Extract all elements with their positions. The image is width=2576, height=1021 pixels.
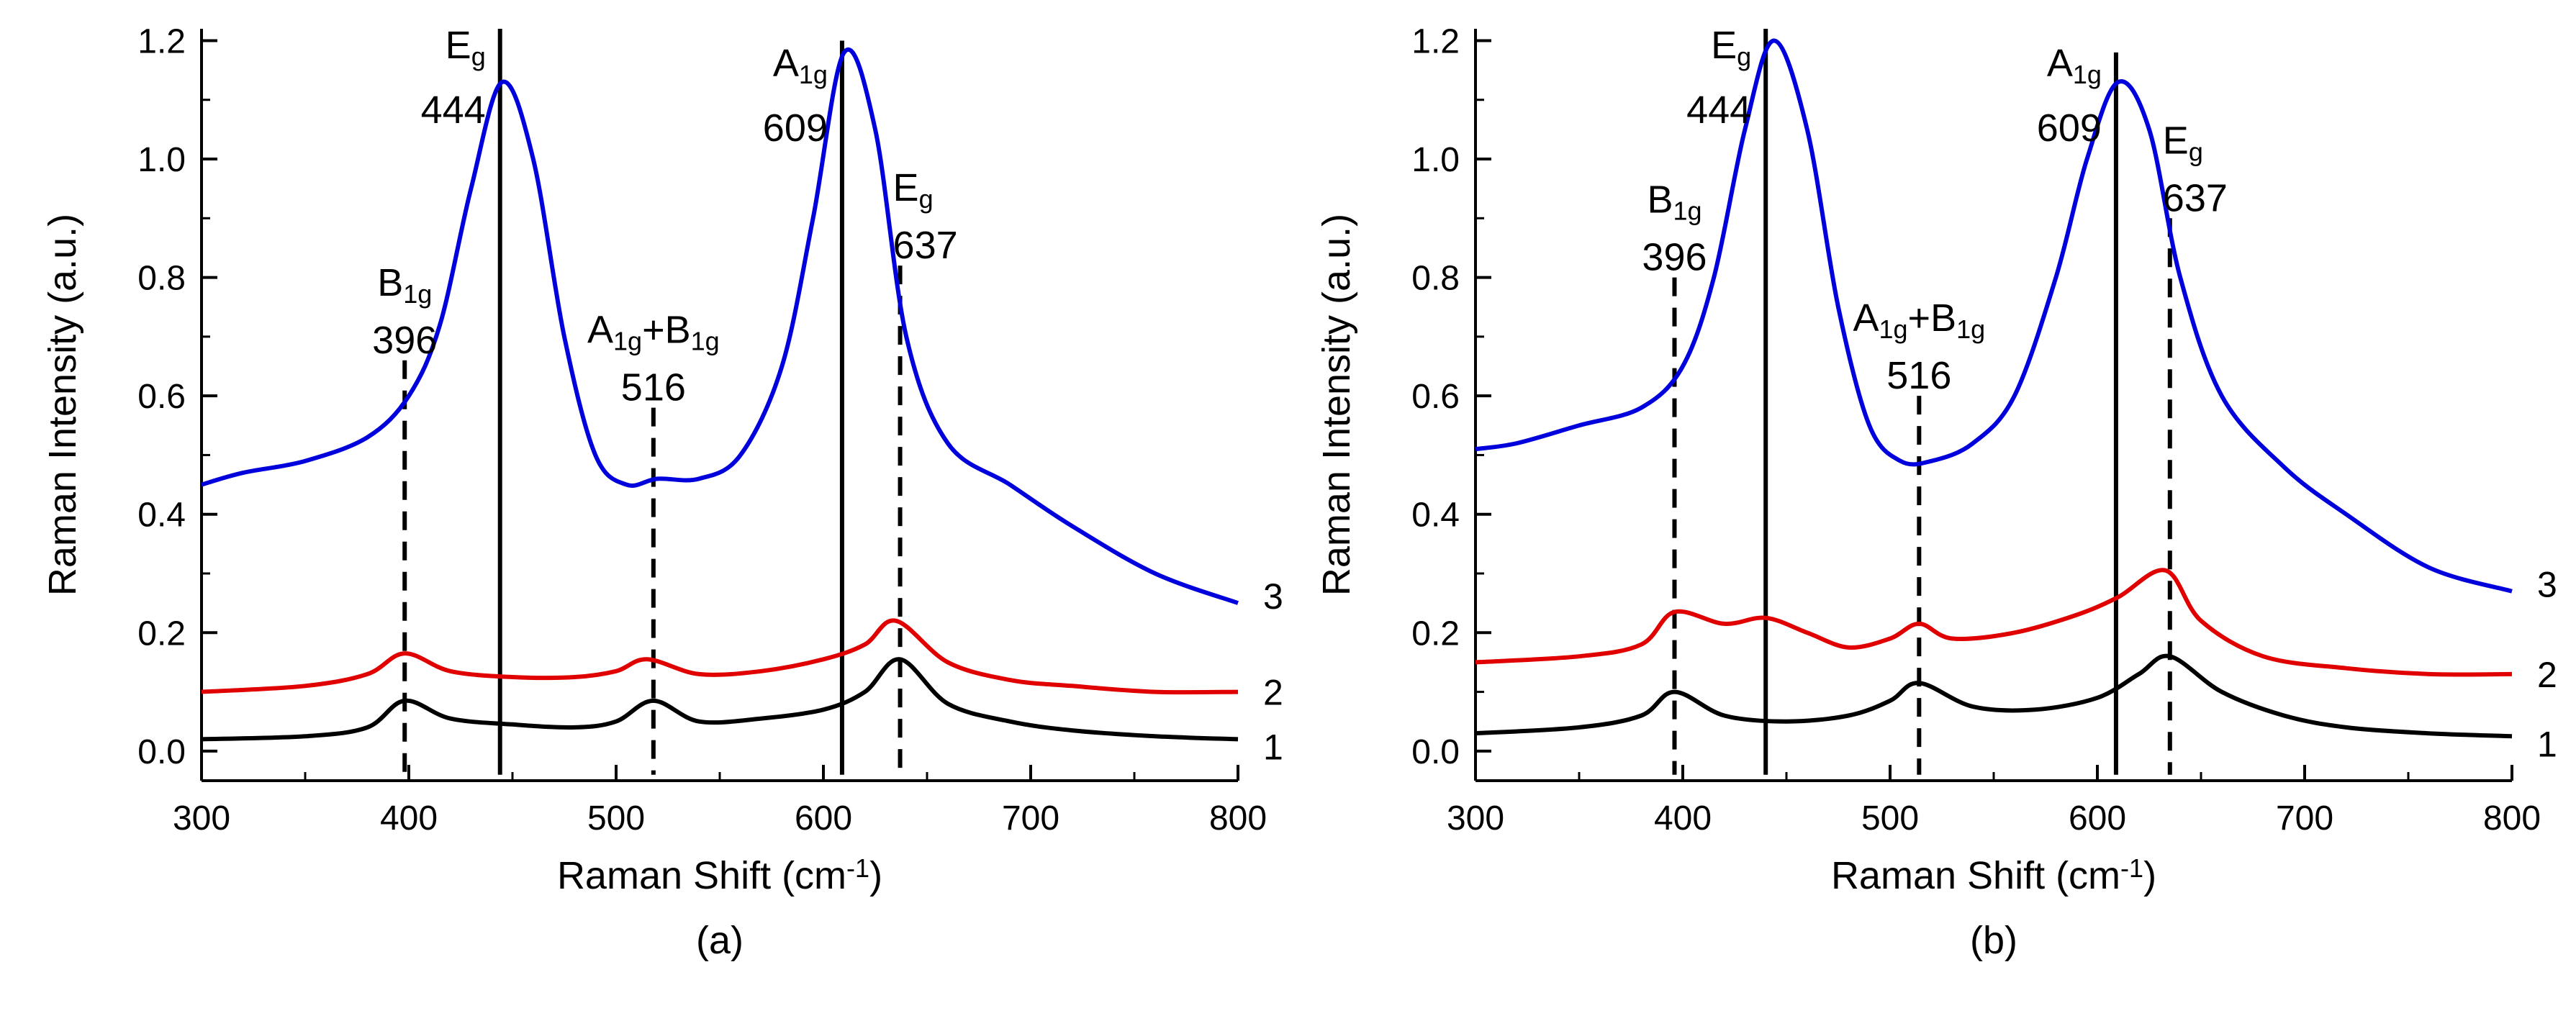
x-tick-label: 500 [1861,799,1919,838]
peak-value: 609 [2037,106,2102,150]
series-3-line [1475,38,2513,594]
x-tick-label: 800 [1209,799,1267,838]
peak-symbol: A1g+B1g [587,309,720,356]
x-tick-label: 300 [173,799,230,838]
chart-panel-a: 300 400 500 600 700 800 0.0 0.2 0.4 0.6 0.8 1.0 1.2 R… [41,22,1283,962]
series-1-label: 1 [2537,724,2557,764]
peak-annotation-516: A1g+B1g 516 [1853,296,1985,397]
peak-annotation-637: Eg 637 [893,166,958,267]
series-3-label: 3 [1263,576,1283,617]
peak-symbol: Eg [1711,24,1751,71]
series-1-line [201,657,1239,742]
x-tick-label: 500 [587,799,645,838]
peak-symbol: A1g+B1g [1853,296,1985,344]
panel-label: (b) [1970,919,2017,962]
x-tick-label: 400 [1654,799,1712,838]
peak-symbol: B1g [377,261,432,309]
series-2-label: 2 [2537,655,2557,695]
peak-symbol: A1g [773,42,828,89]
y-tick-label: 1.2 [137,22,186,60]
peak-annotation-444: Eg 444 [421,24,486,132]
peak-annotation-516: A1g+B1g 516 [587,309,720,409]
peak-symbol: Eg [893,166,934,214]
y-tick-label: 0.0 [1411,733,1460,771]
x-tick-label: 300 [1447,799,1504,838]
x-axis-title: Raman Shift (cm-1) [557,853,882,897]
x-tick-label: 400 [380,799,438,838]
y-tick-label: 0.6 [137,378,186,416]
series-2-line [1475,568,2513,677]
y-tick-label: 0.0 [137,733,186,771]
peak-value: 516 [1886,354,1951,397]
peak-value: 444 [1686,89,1751,132]
y-tick-label: 0.6 [1411,378,1460,416]
peak-value: 396 [1642,236,1707,279]
x-tick-label: 800 [2483,799,2541,838]
y-tick-label: 1.2 [1411,22,1460,60]
y-tick-label: 0.4 [137,496,186,535]
series-3-label: 3 [2537,565,2557,605]
peak-symbol: Eg [446,24,486,71]
x-tick-label: 700 [2276,799,2333,838]
y-tick-label: 0.8 [137,260,186,298]
x-tick-label: 600 [2069,799,2126,838]
y-tick-label: 1.0 [137,141,186,179]
peak-value: 637 [893,224,958,267]
y-tick-label: 0.8 [1411,260,1460,298]
panel-label: (a) [696,919,744,962]
peak-value: 516 [621,366,686,409]
peak-symbol: Eg [2163,119,2203,166]
y-tick-label: 0.2 [1411,614,1460,653]
series-2-label: 2 [1263,673,1283,713]
series-3-line [201,47,1239,605]
peak-value: 637 [2163,176,2228,219]
x-tick-label: 700 [1002,799,1059,838]
x-axis-title: Raman Shift (cm-1) [1831,853,2156,897]
peak-symbol: A1g [2047,42,2102,89]
peak-value: 444 [421,89,486,132]
y-tick-label: 1.0 [1411,141,1460,179]
y-tick-label: 0.2 [137,614,186,653]
peak-symbol: B1g [1647,178,1701,226]
y-axis-title: Raman Intensity (a.u.) [1315,214,1358,596]
x-tick-label: 600 [795,799,852,838]
series-2-line [201,618,1239,695]
peak-value: 609 [763,106,828,150]
peak-value: 396 [372,319,437,362]
y-tick-label: 0.4 [1411,496,1460,535]
series-1-line [1475,653,2513,739]
peak-annotation-444: Eg 444 [1686,24,1751,132]
y-axis-title: Raman Intensity (a.u.) [41,214,84,596]
peak-annotation-637: Eg 637 [2163,119,2228,219]
series-1-label: 1 [1263,727,1283,767]
chart-panel-b: 300 400 500 600 700 800 0.0 0.2 0.4 0.6 0.8 1.0 1.2 R… [1315,22,2557,962]
